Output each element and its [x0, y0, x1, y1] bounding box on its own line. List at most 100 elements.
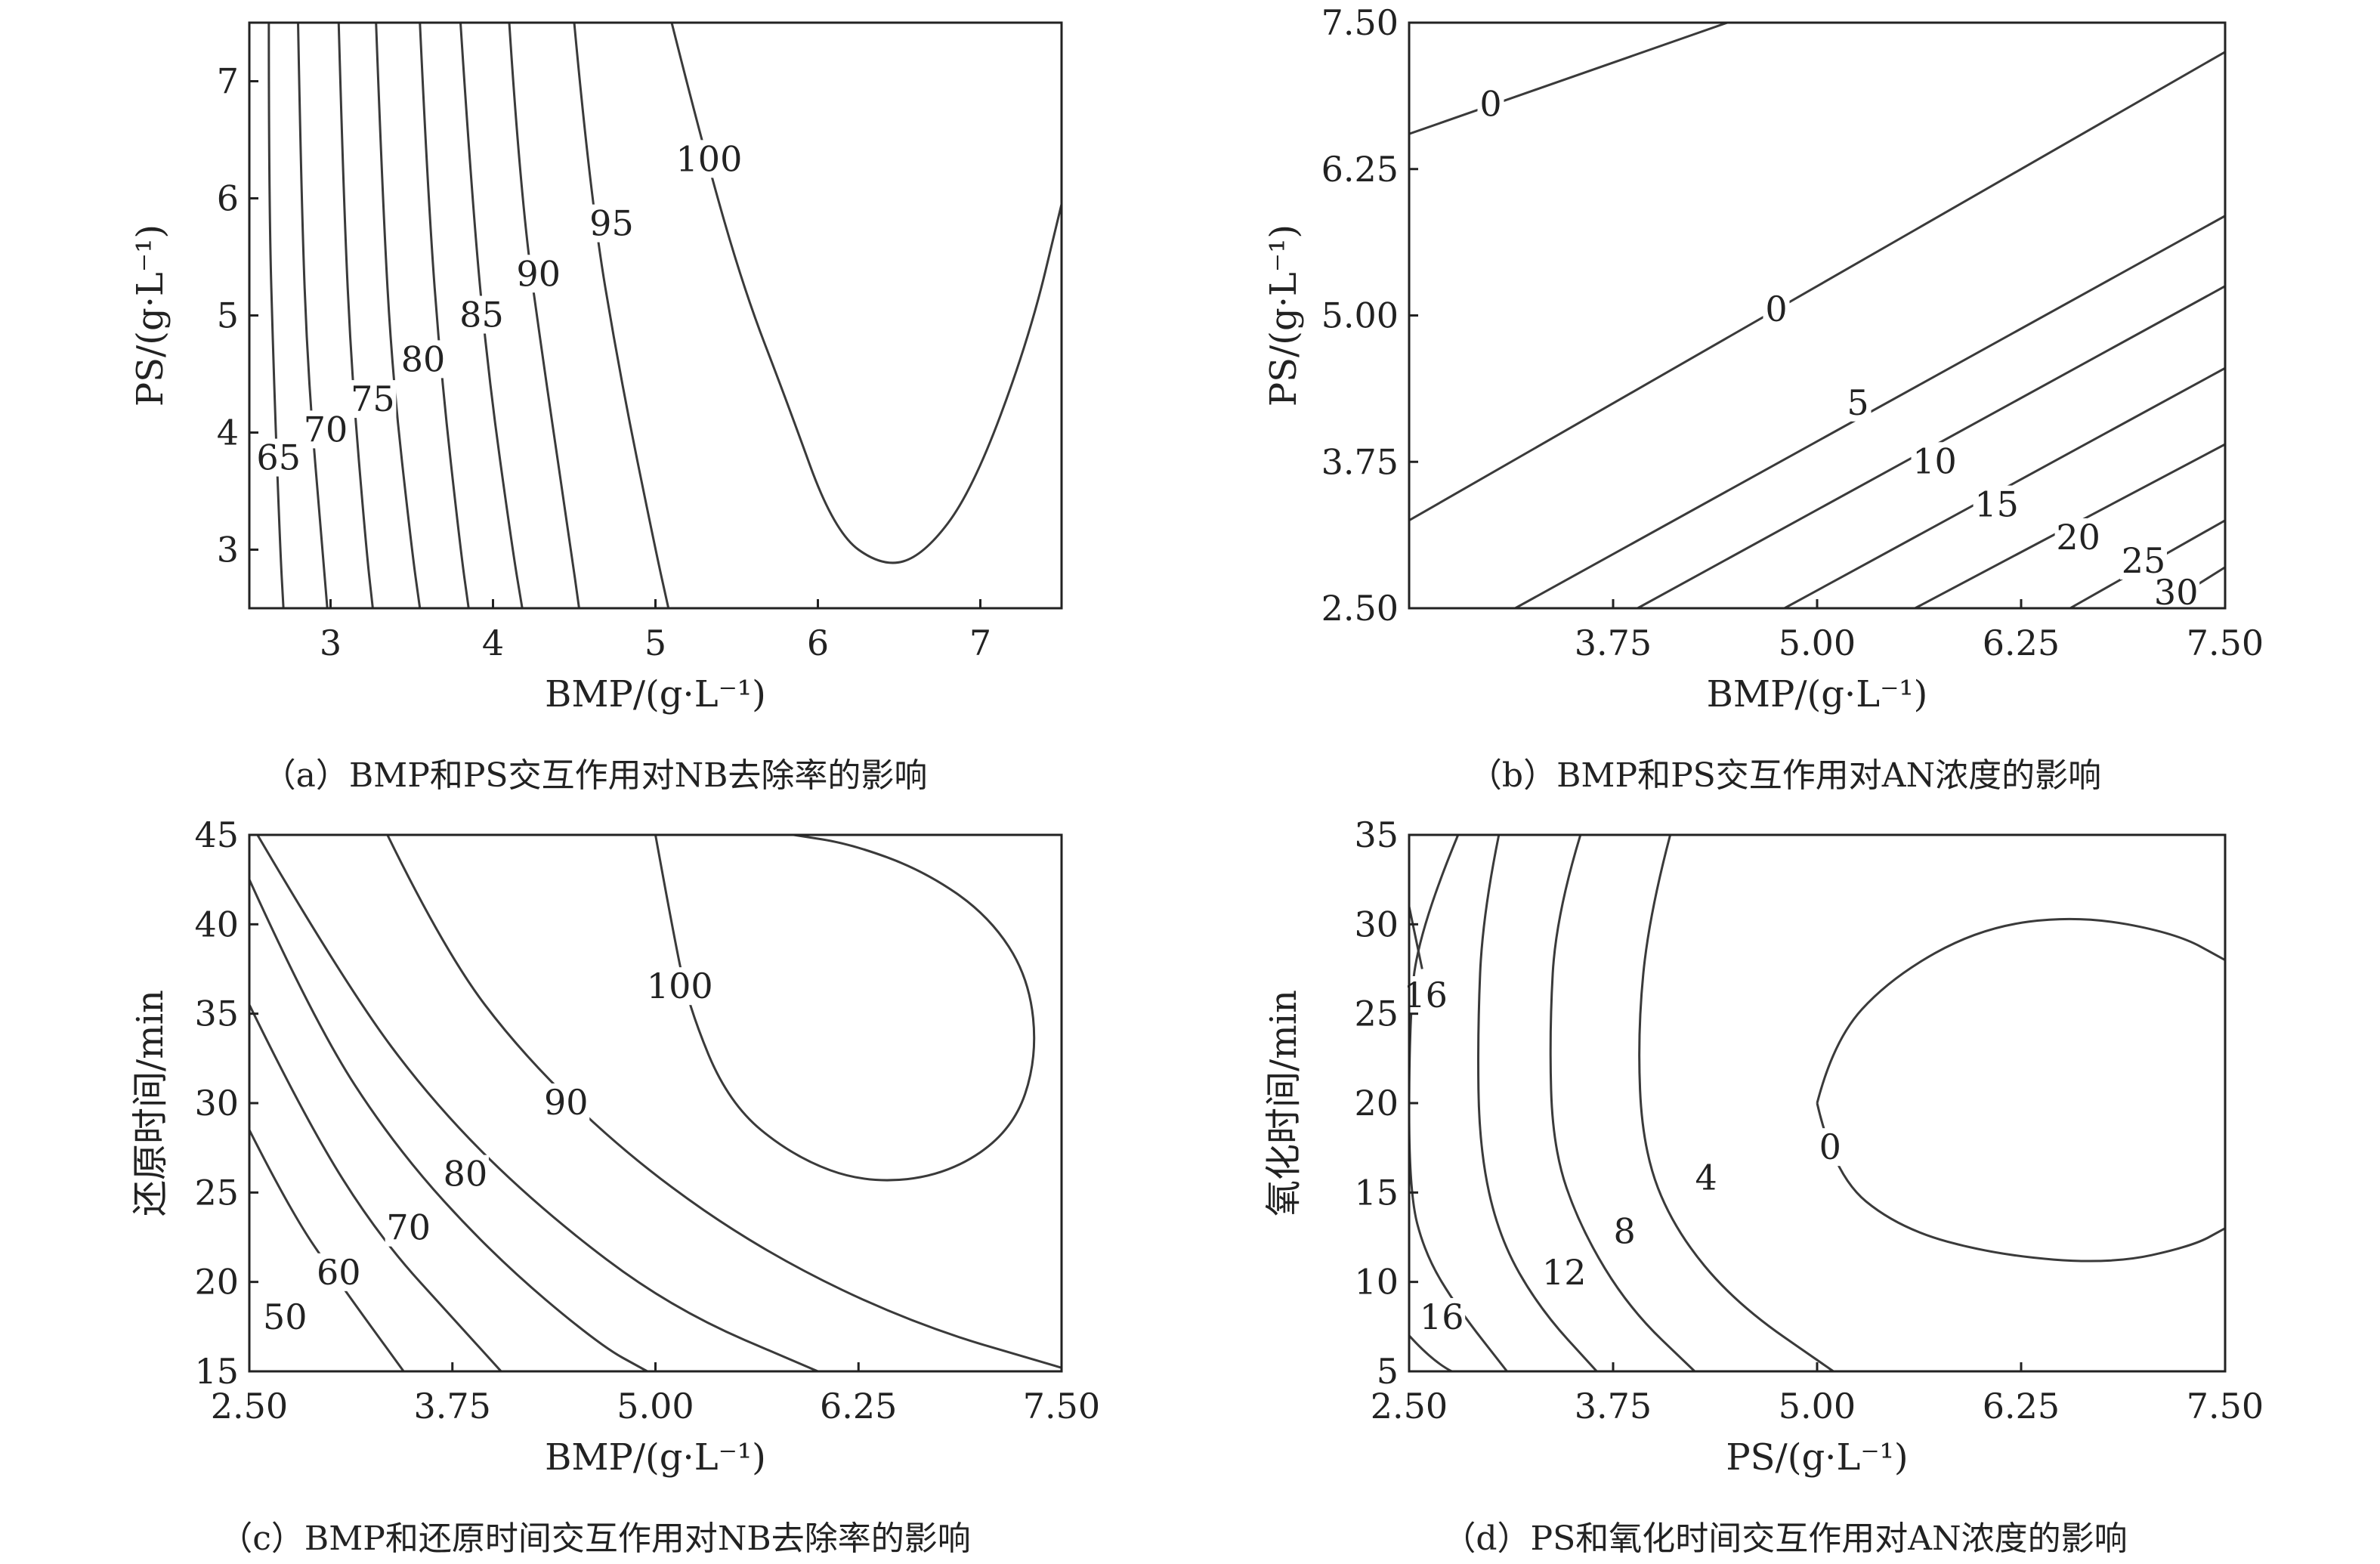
caption-b: （b）BMP和PS交互作用对AN浓度的影响	[1468, 756, 2102, 795]
contour-label: 60	[317, 1252, 361, 1293]
contour-label: 0	[1765, 289, 1787, 329]
y-tick-label: 15	[1354, 1172, 1399, 1213]
contour-label: 50	[263, 1297, 308, 1337]
contour-label: 8	[1613, 1210, 1635, 1251]
contour-label: 16	[1420, 1297, 1464, 1337]
contour-line-5	[459, 23, 524, 608]
x-tick-label: 7	[969, 623, 991, 663]
plot-frame	[248, 833, 1063, 1373]
x-tick-label: 6	[807, 623, 829, 663]
contour-lines	[1409, 835, 2225, 1371]
contour-label: 95	[589, 203, 634, 244]
contour-line-7	[573, 23, 670, 608]
contour-lines	[1409, 23, 2225, 608]
contour-line-2	[249, 879, 648, 1371]
y-axis-label: PS/(g·L⁻¹)	[1263, 224, 1305, 406]
contour-line-1	[297, 23, 329, 608]
caption-a: （a）BMP和PS交互作用对NB去除率的影响	[262, 756, 928, 795]
contour-label: 90	[516, 253, 561, 294]
contour-label: 20	[2056, 517, 2100, 558]
y-tick-label: 7.50	[1321, 2, 1399, 43]
contour-line-2	[337, 23, 374, 608]
y-tick-label: 35	[1354, 814, 1399, 855]
contour-label: 65	[256, 437, 301, 478]
x-tick-label: 7.50	[2187, 1386, 2264, 1426]
y-tick-label: 25	[194, 1172, 239, 1213]
y-tick-label: 3.75	[1321, 441, 1399, 482]
x-axis-label: BMP/(g·L⁻¹)	[545, 1436, 766, 1479]
contour-label: 80	[444, 1154, 488, 1195]
contour-line-1	[1409, 1334, 1499, 1371]
y-tick-label: 45	[194, 814, 239, 855]
contour-line-5	[654, 835, 1036, 1182]
contour-line-0	[1409, 906, 1423, 969]
x-tick-label: 3.75	[414, 1386, 491, 1426]
x-tick-label: 5.00	[617, 1386, 694, 1426]
x-tick-label: 4	[482, 623, 504, 663]
contour-line-7	[1816, 1102, 2225, 1263]
contour-line-4	[386, 835, 1062, 1369]
contour-line-2	[1409, 835, 1508, 1371]
x-tick-label: 5	[644, 623, 666, 663]
y-tick-label: 20	[1354, 1083, 1399, 1124]
y-tick-label: 5	[217, 295, 239, 336]
y-tick-label: 3	[217, 530, 239, 570]
x-tick-label: 3	[320, 623, 342, 663]
x-axis-label: PS/(g·L⁻¹)	[1726, 1436, 1908, 1479]
y-axis-label: 氧化时间/min	[1263, 990, 1305, 1216]
contour-line-1	[249, 1004, 502, 1371]
y-tick-label: 4	[217, 413, 239, 453]
contour-chart-d: 16 16 12 8 4 0 2.50 3.75 5.00 6.25 7.50 5 10 15 20 25 30…	[1263, 814, 2264, 1479]
y-tick-label: 25	[1354, 994, 1399, 1034]
contour-line-0	[1409, 23, 1728, 135]
contour-lines	[267, 23, 1062, 608]
y-axis-label: PS/(g·L⁻¹)	[129, 224, 172, 406]
contour-label: 80	[401, 338, 446, 379]
y-tick-label: 30	[1354, 904, 1399, 944]
contour-line-0	[267, 23, 285, 608]
x-tick-label: 2.50	[1371, 1386, 1448, 1426]
contour-label: 100	[647, 966, 713, 1006]
x-tick-label: 6.25	[820, 1386, 897, 1426]
contour-line-3	[1477, 835, 1598, 1371]
contour-label: 100	[676, 138, 743, 179]
contour-line-6	[1816, 917, 2225, 1104]
x-axis-label: BMP/(g·L⁻¹)	[1707, 673, 1928, 716]
panel-d: 16 16 12 8 4 0 2.50 3.75 5.00 6.25 7.50 5 10 15 20 25 30…	[1190, 782, 2380, 1564]
contour-lines	[249, 835, 1062, 1371]
x-tick-label: 7.50	[2187, 623, 2264, 663]
contour-label: 16	[1403, 975, 1448, 1015]
y-tick-label: 2.50	[1321, 588, 1399, 629]
x-tick-label: 7.50	[1023, 1386, 1100, 1426]
contour-label: 70	[386, 1207, 431, 1248]
y-tick-label: 40	[194, 904, 239, 944]
x-axis-label: BMP/(g·L⁻¹)	[545, 673, 766, 716]
caption-d: （d）PS和氧化时间交互作用对AN浓度的影响	[1442, 1519, 2128, 1558]
x-tick-label: 2.50	[211, 1386, 288, 1426]
contour-line-5	[1638, 835, 1834, 1371]
contour-label: 75	[351, 379, 395, 419]
y-axis-label: 还原时间/min	[129, 990, 172, 1216]
y-tick-label: 6	[217, 178, 239, 219]
plot-frame	[248, 21, 1063, 610]
contour-line-0	[249, 1129, 405, 1371]
y-tick-label: 6.25	[1321, 149, 1399, 190]
contour-label: 0	[1479, 84, 1501, 125]
y-tick-label: 20	[194, 1262, 239, 1303]
contour-label: 12	[1542, 1252, 1587, 1293]
plot-frame	[1408, 21, 2227, 610]
contour-line-6	[508, 23, 580, 608]
contour-label: 30	[2154, 572, 2199, 613]
y-tick-label: 5	[1377, 1351, 1399, 1392]
x-tick-label: 5.00	[1779, 1386, 1856, 1426]
x-tick-label: 5.00	[1779, 623, 1856, 663]
x-tick-label: 3.75	[1575, 1386, 1652, 1426]
x-tick-label: 6.25	[1983, 1386, 2060, 1426]
contour-label: 70	[304, 409, 348, 450]
contour-label: 4	[1695, 1157, 1717, 1198]
y-tick-label: 7	[217, 61, 239, 102]
y-tick-label: 10	[1354, 1262, 1399, 1303]
